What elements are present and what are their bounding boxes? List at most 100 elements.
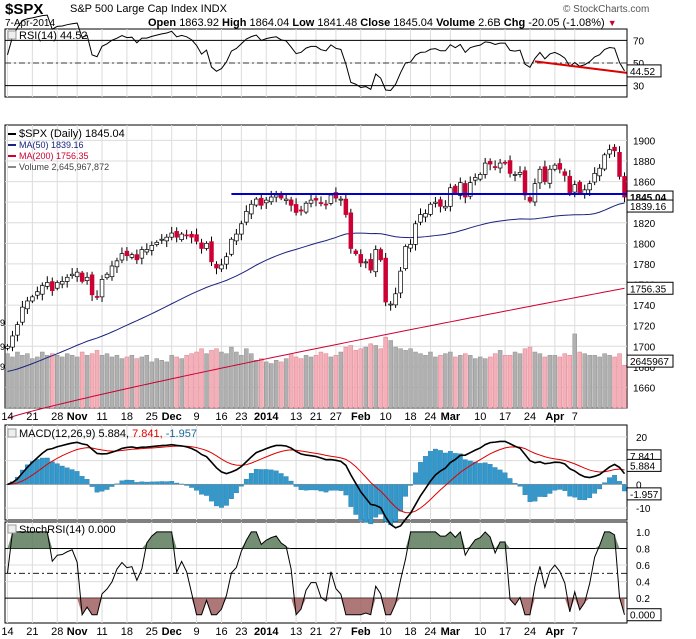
macd-histogram-bar: [418, 462, 423, 485]
volume-bar: [463, 353, 468, 409]
candle-body: [174, 231, 179, 238]
stochrsi-x-label: 28: [51, 626, 63, 638]
candle-body: [209, 241, 214, 263]
candle-body: [194, 234, 199, 242]
volume-bar: [263, 361, 269, 409]
candle-body: [408, 244, 413, 249]
chg-down-arrow-icon: ▼: [607, 18, 617, 28]
stochrsi-x-label: 18: [404, 626, 416, 638]
stochrsi-x-label: 16: [215, 626, 227, 638]
candle-body: [502, 161, 508, 164]
stochrsi-x-label: 21: [310, 626, 322, 638]
candle-body: [124, 250, 130, 257]
legend-entry: $SPX (Daily) 1845.04: [19, 128, 125, 140]
stochrsi-x-label: 10: [380, 626, 392, 638]
volume-bar: [10, 356, 15, 409]
chart-date: 7-Apr-2014: [5, 18, 56, 29]
macd-histogram-bar: [607, 477, 612, 485]
price-tick-label: 1800: [633, 239, 656, 250]
volume-bar: [492, 353, 498, 409]
macd-histogram-bar: [84, 479, 90, 485]
candle-body: [572, 184, 577, 193]
candle-body: [353, 250, 359, 254]
candle-body: [403, 246, 408, 270]
candle-body: [602, 154, 607, 170]
macd-histogram-bar: [353, 484, 359, 515]
price-x-label: 25: [146, 411, 158, 423]
volume-bar: [458, 355, 463, 409]
volume-bar: [119, 358, 125, 409]
macd-histogram-bar: [253, 469, 259, 485]
price-x-label: 17: [499, 411, 511, 423]
price-tick-label: 1740: [633, 301, 656, 312]
candle-body: [79, 272, 85, 282]
open-label: Open: [148, 17, 177, 29]
candle-body: [393, 293, 398, 306]
stochrsi-x-label: 27: [330, 626, 342, 638]
macd-histogram-bar: [522, 484, 528, 495]
rsi-support-trendline: [534, 60, 628, 74]
macd-histogram-bar: [373, 484, 379, 518]
stochrsi-x-label: 13: [290, 626, 302, 638]
volume-bar: [20, 355, 25, 409]
stochrsi-x-label: Apr: [545, 626, 565, 638]
high-label: High: [222, 17, 247, 29]
stochrsi-x-label: 24: [424, 626, 436, 638]
candle-body: [378, 249, 383, 261]
stochrsi-line: [6, 530, 625, 617]
price-x-label: Dec: [162, 411, 182, 423]
volume-bar: [497, 350, 503, 409]
stochrsi-tick-label: 0.6: [636, 561, 650, 572]
price-x-label: 23: [235, 411, 247, 423]
price-x-label: 2014: [254, 411, 279, 423]
candle-body: [443, 205, 448, 209]
volume-bar: [184, 355, 189, 409]
stochrsi-x-label: 17: [499, 626, 511, 638]
volume-bar: [219, 351, 224, 409]
candle-body: [597, 167, 602, 177]
candle-body: [318, 202, 324, 204]
macd-histogram-bar: [308, 484, 314, 491]
price-x-label: 24: [424, 411, 436, 423]
candle-body: [50, 281, 55, 292]
stochrsi-overbought-fill: [7, 531, 625, 549]
candle-body: [134, 254, 140, 261]
candle-body: [55, 282, 60, 289]
price-last-value-box: [626, 281, 674, 295]
candle-body: [453, 185, 458, 194]
volume-bar: [224, 353, 229, 409]
candle-body: [527, 197, 533, 202]
candle-body: [109, 265, 115, 278]
candle-body: [567, 175, 573, 194]
candle-body: [259, 197, 264, 206]
stochrsi-tick-label: 1.0: [636, 528, 650, 539]
candle-body: [10, 335, 15, 348]
stochrsi-x-label: 21: [26, 626, 38, 638]
price-x-label: 13: [290, 411, 302, 423]
volume-bar: [30, 358, 35, 409]
candle-body: [15, 324, 20, 336]
volume-bar: [209, 350, 214, 409]
candle-body: [35, 291, 40, 296]
candle-body: [273, 194, 279, 198]
candle-body: [612, 146, 617, 152]
price-x-label: 16: [215, 411, 227, 423]
candle-body: [89, 274, 95, 296]
left-edge-label: 9: [0, 362, 5, 372]
macd-histogram-bar: [39, 457, 45, 485]
macd-histogram-bar: [532, 484, 538, 502]
candle-body: [358, 254, 364, 264]
price-x-label: 24: [524, 411, 536, 423]
rsi-title: RSI(14) 44.52: [19, 30, 87, 42]
macd-histogram-bar: [154, 481, 160, 485]
volume-bar: [607, 355, 612, 409]
macd-histogram-bar: [502, 472, 508, 485]
volume-bar: [517, 353, 523, 409]
price-x-label: Feb: [351, 411, 371, 423]
volume-bar: [507, 355, 513, 409]
price-x-label: 28: [51, 411, 63, 423]
macd-histogram-bar: [562, 484, 568, 491]
volume-bar: [249, 353, 254, 409]
macd-histogram-bar: [472, 461, 478, 485]
price-last-value: 2645967: [630, 357, 669, 368]
